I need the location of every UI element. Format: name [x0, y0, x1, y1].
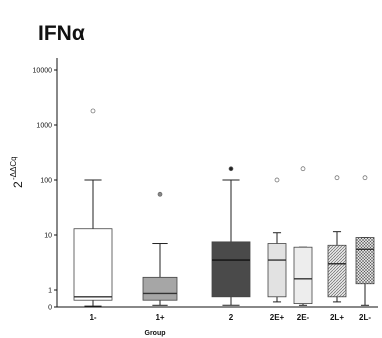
box-2E-: [293, 166, 313, 306]
box-iqr: [355, 237, 375, 285]
y-axis-label-base: 2: [11, 181, 25, 188]
outlier-point: [334, 175, 340, 181]
x-tick-label-2L+: 2L+: [330, 313, 344, 322]
outlier-point: [228, 166, 234, 172]
box-iqr: [267, 243, 287, 298]
x-tick-label-1-: 1-: [89, 313, 96, 322]
y-tick-label: 0: [48, 305, 52, 312]
box-iqr: [142, 276, 178, 301]
x-axis-label: Group: [145, 330, 166, 337]
x-axis-tick-labels: 1- 1+ 2 2E+ 2E- 2L+ 2L-: [89, 313, 371, 322]
box-2E+: [267, 177, 287, 303]
y-tick-label: 10: [44, 233, 52, 240]
y-tick-label: 1000: [36, 123, 52, 130]
outlier-point: [157, 191, 163, 197]
outlier-point: [300, 166, 306, 172]
box-1-: [73, 108, 113, 307]
outlier-point: [362, 175, 368, 181]
y-tick-label: 10000: [33, 68, 53, 75]
y-axis-ticks: 0 1 10 100 1000 10000: [33, 68, 57, 312]
box-2L-: [355, 175, 375, 306]
box-1+: [142, 191, 178, 306]
box-2L+: [327, 175, 347, 303]
outlier-point: [90, 108, 96, 114]
x-tick-label-2L-: 2L-: [359, 313, 371, 322]
x-tick-label-2E-: 2E-: [297, 313, 310, 322]
box-iqr: [73, 228, 113, 301]
outlier-point: [274, 177, 280, 183]
box-2: [211, 166, 251, 306]
box-iqr: [293, 246, 313, 304]
y-tick-label: 100: [40, 178, 52, 185]
box-iqr: [327, 244, 347, 298]
boxes: [73, 108, 375, 307]
x-tick-label-2E+: 2E+: [270, 313, 285, 322]
y-axis-label-exponent: -ΔΔCq: [9, 156, 18, 180]
box-iqr: [211, 241, 251, 298]
x-tick-label-2: 2: [229, 313, 234, 322]
y-tick-label: 1: [48, 288, 52, 295]
y-axis-label: 2 -ΔΔCq: [9, 156, 25, 188]
chart-title: IFNα: [38, 22, 85, 45]
x-tick-label-1+: 1+: [155, 313, 164, 322]
